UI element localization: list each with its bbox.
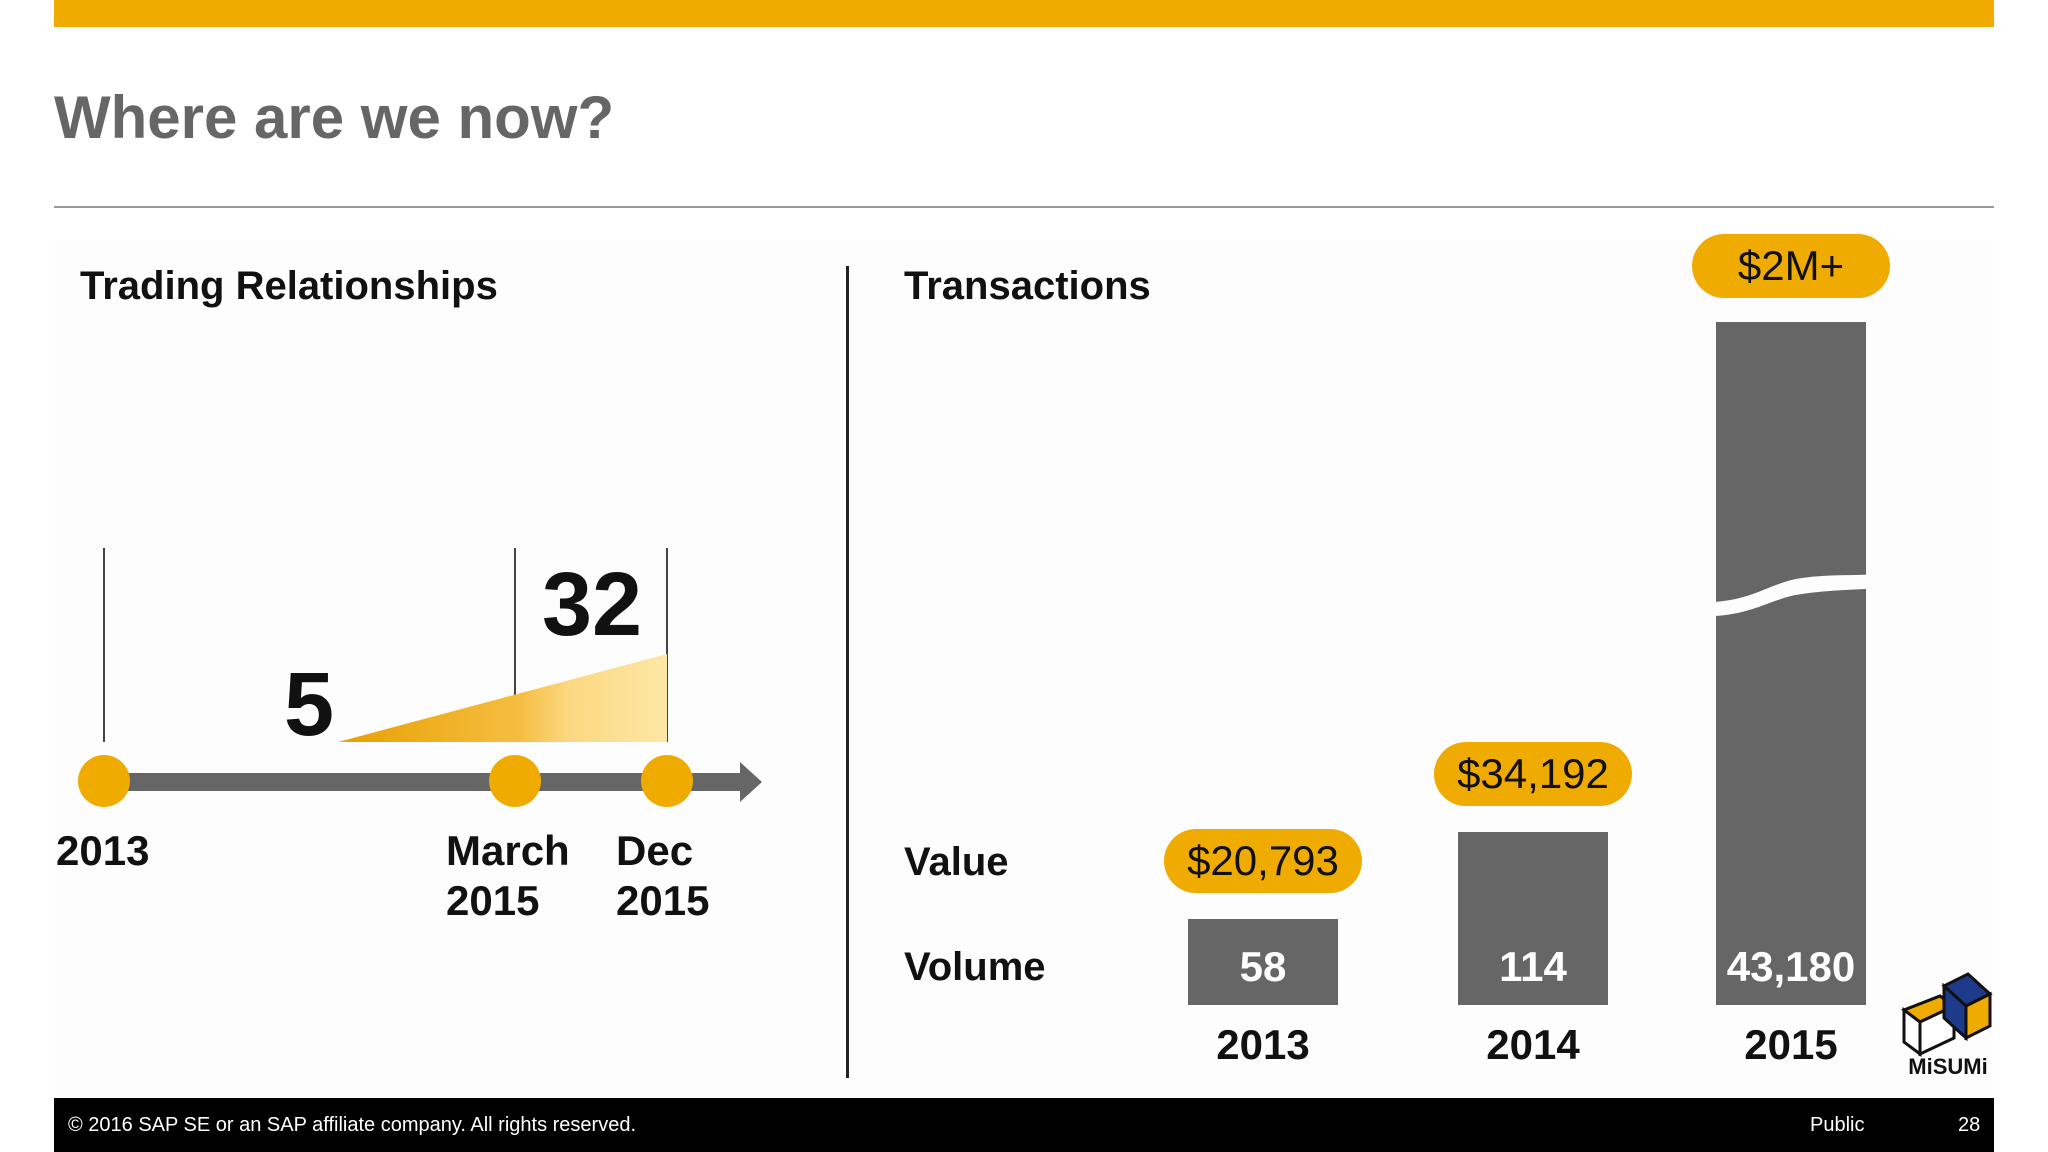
growth-wedge: [338, 654, 667, 742]
timeline-dot-dec-2015: [641, 755, 693, 807]
value-row-label: Value: [904, 840, 1009, 884]
content-area: [54, 240, 1994, 1098]
relationships-count-end: 32: [542, 555, 643, 655]
volume-value-2014: 114: [1499, 943, 1567, 990]
timeline-label-dec-2015: Dec 2015: [616, 827, 710, 924]
timeline-graphic: [78, 548, 762, 807]
timeline-dot-march-2015: [489, 755, 541, 807]
footer-page-number: 28: [1958, 1114, 1981, 1136]
year-label-2014: 2014: [1486, 1021, 1580, 1068]
volume-row-label: Volume: [904, 945, 1046, 989]
misumi-cube-logo-icon: [1900, 972, 1993, 1057]
timeline-arrow-head: [740, 762, 762, 802]
timeline-label-2013: 2013: [56, 827, 150, 874]
top-accent-bar: [54, 0, 1994, 27]
volume-value-2013: 58: [1239, 943, 1287, 990]
transactions-title: Transactions: [904, 264, 1151, 308]
relationships-count-start: 5: [284, 655, 335, 755]
panel-divider: [846, 266, 849, 1078]
trading-relationships-title: Trading Relationships: [80, 264, 498, 308]
misumi-logo-text: MiSUMi: [1908, 1054, 1988, 1079]
page-title: Where are we now?: [54, 84, 615, 151]
volume-bar-2013: [1188, 919, 1338, 1005]
volume-bar-2015: [1716, 322, 1866, 1005]
volume-value-2015: 43,180: [1726, 943, 1856, 990]
footer-bar: © 2016 SAP SE or an SAP affiliate compan…: [54, 1098, 1994, 1152]
footer-copyright: © 2016 SAP SE or an SAP affiliate compan…: [68, 1114, 637, 1136]
value-badge-2014: $34,192: [1434, 742, 1632, 806]
year-label-2013: 2013: [1216, 1021, 1310, 1068]
value-badge-2013: $20,793: [1164, 829, 1362, 893]
timeline-dot-2013: [78, 755, 130, 807]
timeline-label-march-2015: March 2015: [446, 827, 570, 924]
year-label-2015: 2015: [1744, 1021, 1838, 1068]
axis-break-mark: [1700, 574, 1882, 617]
footer-classification: Public: [1810, 1114, 1865, 1136]
volume-bar-2014: [1458, 832, 1608, 1005]
title-divider: [54, 206, 1994, 208]
value-badge-2015: $2M+: [1692, 234, 1890, 298]
